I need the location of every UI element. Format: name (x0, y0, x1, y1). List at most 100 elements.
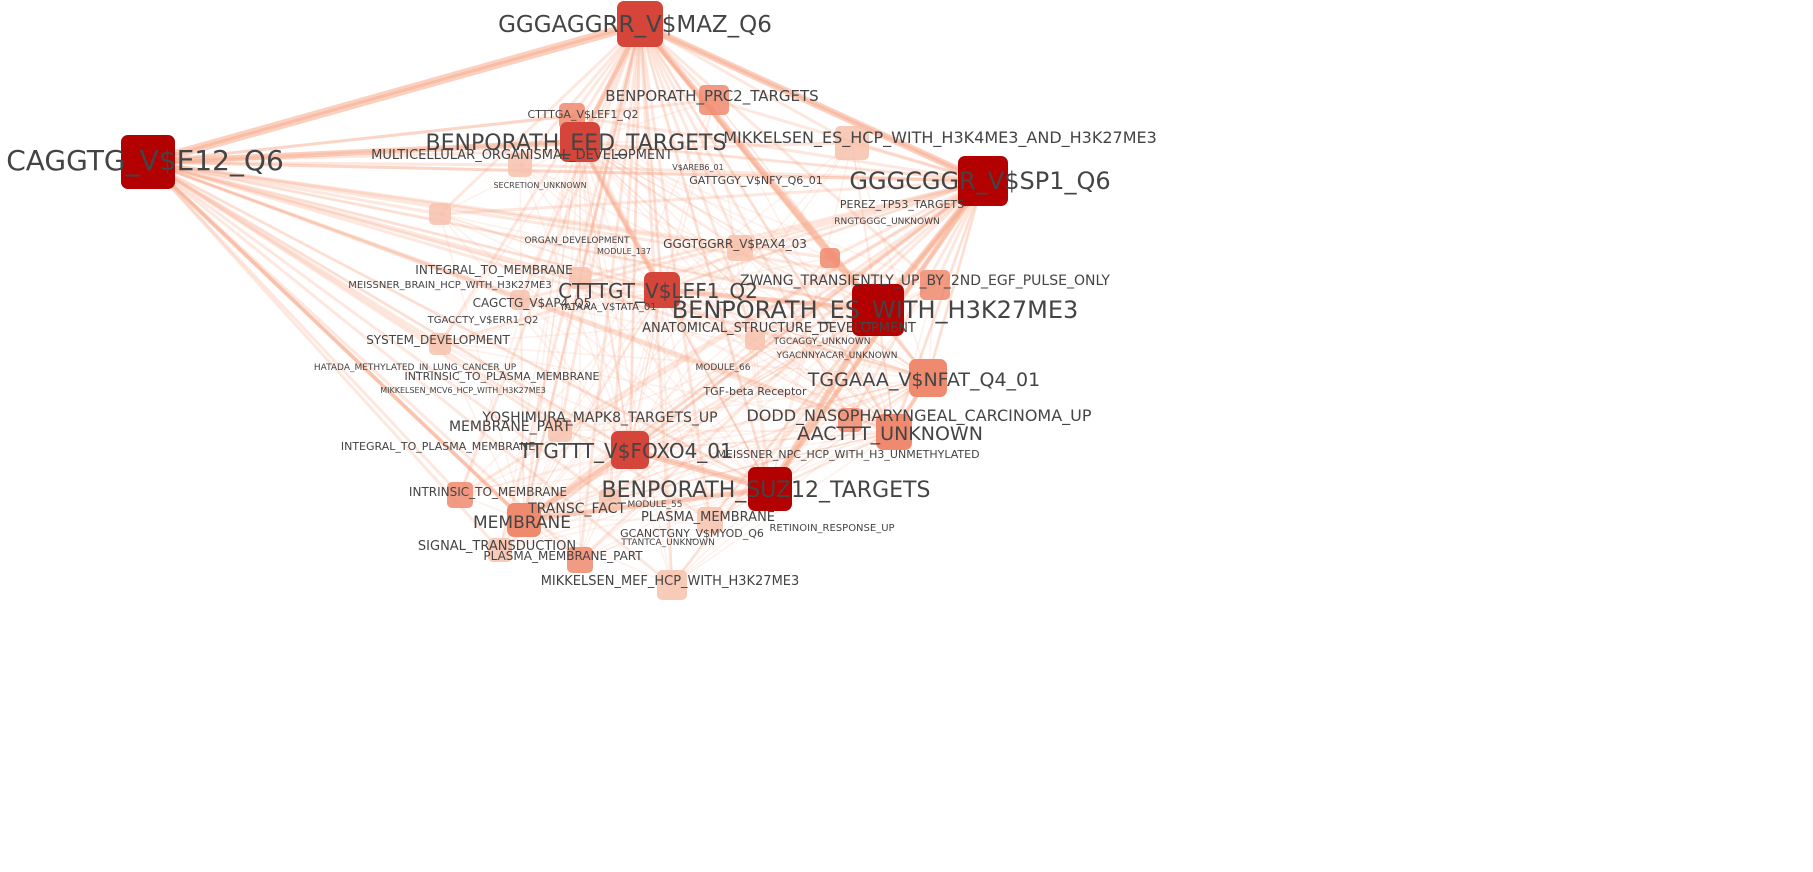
gene-set-node[interactable] (429, 333, 451, 355)
hub-node-h1[interactable] (121, 135, 175, 189)
gene-set-node[interactable] (447, 482, 473, 508)
edge (147, 98, 715, 164)
edge (579, 141, 631, 451)
edge (459, 309, 879, 496)
gene-set-node[interactable] (727, 235, 753, 261)
edge (147, 160, 521, 302)
hub-node-h5[interactable] (748, 467, 792, 511)
hub-node-h11[interactable] (507, 503, 541, 537)
edge (439, 343, 525, 521)
hub-node-h9[interactable] (876, 414, 912, 450)
edge (851, 142, 879, 311)
edge (519, 141, 581, 301)
node-label: MIKKELSEN_ES_HCP_WITH_H3K4ME3_AND_H3K27M… (723, 128, 1157, 148)
edge (609, 431, 895, 501)
node-label: GATTGGY_V$NFY_Q6_01 (689, 174, 823, 187)
node-label: YGACNNYACAR_UNKNOWN (776, 351, 898, 361)
edge (629, 431, 895, 451)
node-label: MODULE_55 (627, 500, 682, 510)
edge (638, 23, 664, 291)
node-label: SIGNAL_TRANSDUCTION (418, 539, 576, 554)
edge (571, 114, 984, 183)
edge (523, 277, 581, 521)
edge (661, 99, 715, 291)
edge (579, 141, 879, 311)
edge (147, 160, 756, 342)
gene-set-node[interactable] (699, 85, 729, 115)
edge (579, 431, 895, 561)
edge (519, 299, 525, 521)
gene-set-node[interactable] (920, 270, 950, 300)
edge (146, 160, 526, 522)
edge (147, 160, 831, 260)
gene-set-node[interactable] (697, 507, 723, 533)
edge (147, 160, 851, 422)
edge (458, 23, 642, 496)
gene-set-node[interactable] (508, 153, 532, 177)
edge (439, 141, 581, 345)
edge (629, 377, 929, 451)
gene-set-node[interactable] (510, 290, 530, 310)
edge (661, 289, 673, 586)
edge (579, 141, 741, 249)
edge (754, 339, 771, 490)
gene-set-node[interactable] (488, 538, 512, 562)
edge (499, 309, 879, 551)
edge (769, 257, 831, 490)
gene-set-node[interactable] (838, 408, 862, 432)
hub-node-h3[interactable] (958, 156, 1008, 206)
edge (638, 23, 742, 249)
edge (519, 289, 663, 301)
edge (579, 141, 929, 379)
node-label: HATADA_METHYLATED_IN_LUNG_CANCER_UP (314, 363, 517, 373)
edge (629, 247, 741, 451)
hub-label: GGGCGGR_V$SP1_Q6 (849, 167, 1110, 195)
edge (579, 99, 715, 143)
hub-node-h10[interactable] (909, 359, 947, 397)
edge (459, 377, 929, 496)
edge (519, 299, 771, 490)
edge (523, 377, 929, 521)
node-label: TGCAGGY_UNKNOWN (773, 337, 871, 347)
edge (147, 160, 984, 183)
hub-node-h6[interactable] (560, 122, 600, 162)
gene-set-node[interactable] (567, 547, 593, 573)
node-label: INTRINSIC_TO_PLASMA_MEMBRANE (404, 370, 599, 383)
hub-node-h4[interactable] (852, 284, 904, 336)
edge (523, 309, 879, 521)
edge (523, 141, 581, 521)
gene-set-node[interactable] (548, 418, 572, 442)
edge (523, 141, 581, 521)
node-label: INTEGRAL_TO_MEMBRANE (415, 263, 572, 277)
edge (439, 179, 984, 216)
hub-node-h7[interactable] (644, 272, 680, 308)
hub-node-h2[interactable] (617, 1, 663, 47)
edge (147, 160, 929, 380)
edge (523, 99, 715, 521)
edge (661, 180, 984, 291)
edge (147, 160, 771, 491)
gene-set-node[interactable] (599, 489, 621, 511)
gene-set-node[interactable] (745, 330, 765, 350)
edge (579, 141, 853, 144)
gene-set-node[interactable] (429, 203, 451, 225)
gene-set-node[interactable] (569, 267, 591, 289)
edge (499, 141, 581, 551)
edge (579, 141, 711, 521)
edge (629, 309, 879, 451)
edge (713, 99, 771, 490)
edge (571, 115, 631, 451)
edge (499, 488, 771, 551)
gene-set-node[interactable] (657, 570, 687, 600)
edge (519, 164, 879, 311)
hub-node-h8[interactable] (611, 431, 649, 469)
edge (926, 180, 985, 379)
edge (629, 309, 879, 451)
edge (578, 23, 642, 279)
gene-set-node[interactable] (820, 248, 840, 268)
edge (769, 142, 853, 490)
edge (629, 257, 831, 451)
gene-set-node[interactable] (835, 126, 869, 160)
edge (146, 19, 642, 167)
edge (713, 99, 895, 433)
